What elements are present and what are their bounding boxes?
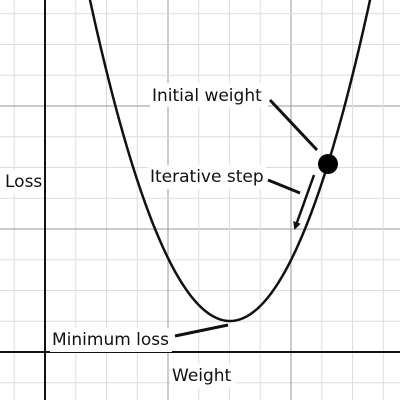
label-bg xyxy=(170,364,236,388)
label: Minimum loss xyxy=(52,330,169,350)
label: Initial weight xyxy=(152,86,262,106)
label-bg xyxy=(150,83,268,107)
axis-label: Weight xyxy=(172,366,232,386)
pointer xyxy=(174,323,229,338)
axis-label: Loss xyxy=(5,172,42,192)
label-bg xyxy=(3,170,43,194)
label-bg xyxy=(50,328,172,352)
label-bg xyxy=(148,165,266,189)
step-arrow xyxy=(293,174,316,230)
pointer xyxy=(268,98,319,152)
pointer xyxy=(267,178,301,195)
label: Iterative step xyxy=(150,167,264,187)
initial-point xyxy=(318,154,338,174)
